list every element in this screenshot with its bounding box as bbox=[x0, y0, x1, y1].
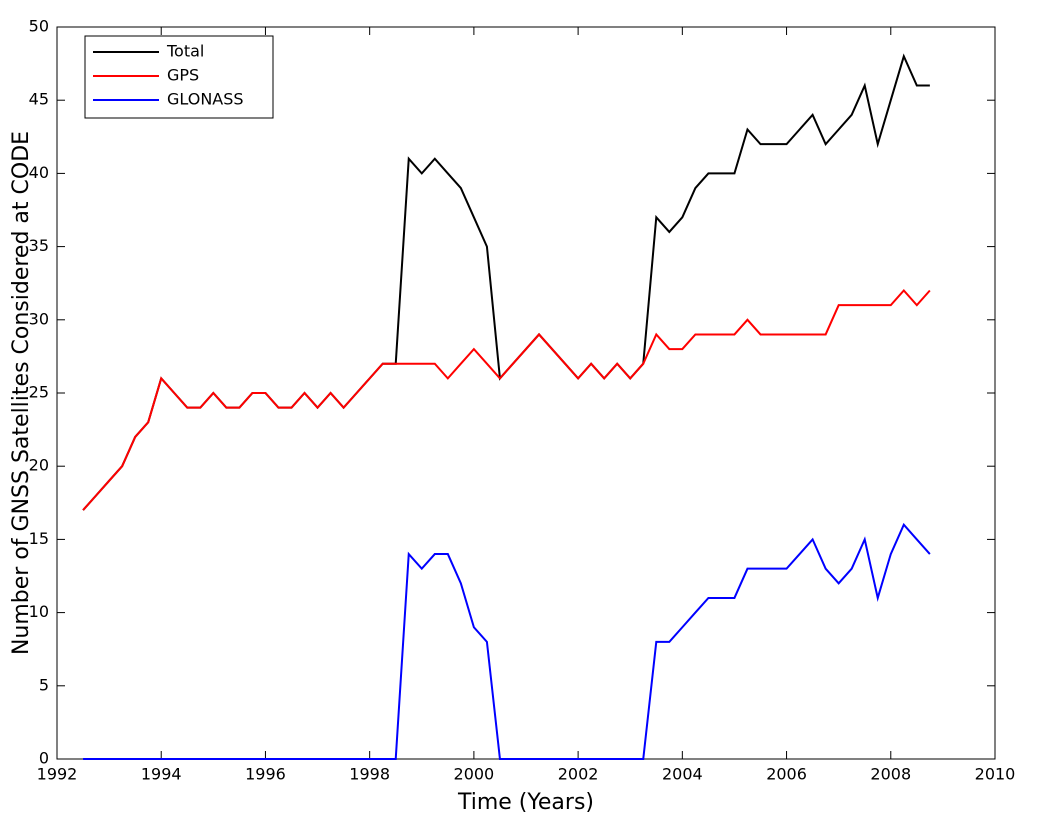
x-tick-label: 1994 bbox=[141, 765, 182, 784]
y-tick-label: 30 bbox=[29, 309, 49, 328]
series-line bbox=[82, 289, 931, 511]
y-tick-label: 25 bbox=[29, 383, 49, 402]
x-tick-label: 1998 bbox=[349, 765, 390, 784]
y-tick-label: 50 bbox=[29, 17, 49, 36]
x-tick-label: 2006 bbox=[766, 765, 807, 784]
y-tick-label: 40 bbox=[29, 163, 49, 182]
y-tick-label: 45 bbox=[29, 90, 49, 109]
y-tick-label: 20 bbox=[29, 456, 49, 475]
legend-label: Total bbox=[166, 42, 204, 61]
x-tick-label: 1996 bbox=[245, 765, 286, 784]
x-tick-label: 1992 bbox=[37, 765, 78, 784]
x-tick-label: 2008 bbox=[870, 765, 911, 784]
legend-label: GLONASS bbox=[167, 90, 244, 109]
series-line bbox=[83, 522, 931, 760]
legend-label: GPS bbox=[167, 66, 199, 85]
x-axis-title: Time (Years) bbox=[457, 790, 594, 815]
y-tick-label: 15 bbox=[29, 529, 49, 548]
y-tick-label: 0 bbox=[39, 749, 49, 768]
y-tick-label: 10 bbox=[29, 602, 49, 621]
legend: Total GPS GLONASS bbox=[84, 35, 274, 119]
y-tick-label: 35 bbox=[29, 236, 49, 255]
plot-area bbox=[56, 26, 996, 760]
x-tick-label: 2010 bbox=[975, 765, 1016, 784]
x-tick-label: 2000 bbox=[454, 765, 495, 784]
x-tick-label: 2004 bbox=[662, 765, 703, 784]
x-tick-label: 2002 bbox=[558, 765, 599, 784]
y-tick-label: 5 bbox=[39, 675, 49, 694]
y-axis-title: Number of GNSS Satellites Considered at … bbox=[9, 131, 34, 655]
